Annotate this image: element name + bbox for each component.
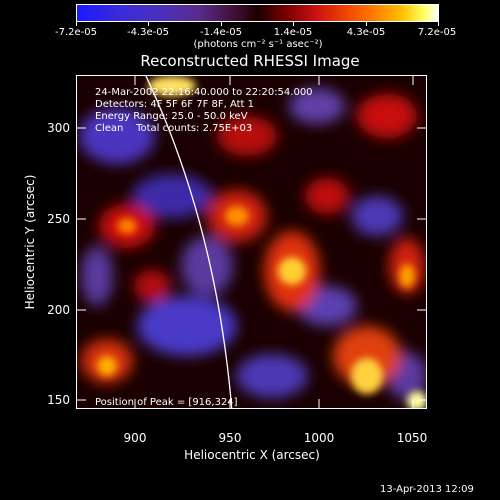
colorbar [76, 4, 439, 22]
colorbar-units: (photons cm⁻² s⁻¹ asec⁻²) [193, 39, 323, 50]
rhessi-image-panel [76, 75, 427, 409]
time-range-label: 24-Mar-2002 22:16:40.000 to 22:20:54.000 [95, 87, 313, 98]
y-tick-label: 250 [47, 212, 70, 226]
method-counts-label: Clean Total counts: 2.75E+03 [95, 123, 253, 134]
colorbar-tick-marks [76, 4, 439, 26]
detectors-label: Detectors: 4F 5F 6F 7F 8F, Att 1 [95, 99, 255, 110]
x-axis-label: Heliocentric X (arcsec) [184, 448, 320, 462]
colorbar-tick-label: -7.2e-05 [55, 27, 97, 38]
timestamp-footer: 13-Apr-2013 12:09 [380, 484, 474, 495]
y-tick-label: 200 [47, 303, 70, 317]
image-title: Reconstructed RHESSI Image [140, 52, 360, 70]
colorbar-tick-label: 1.4e-05 [273, 27, 313, 38]
x-tick-label: 1050 [396, 431, 428, 445]
y-axis-label: Heliocentric Y (arcsec) [23, 174, 37, 310]
x-tick-label: 1000 [303, 431, 335, 445]
y-tick-label: 300 [47, 121, 70, 135]
colorbar-tick-label: -4.3e-05 [127, 27, 169, 38]
x-tick-label: 950 [218, 431, 242, 445]
peak-position-label: Position of Peak = [916,324] [95, 397, 238, 408]
colorbar-tick-label: -1.4e-05 [200, 27, 242, 38]
rhessi-flux-map [77, 76, 426, 408]
colorbar-tick-label: 4.3e-05 [346, 27, 386, 38]
y-tick-label: 150 [47, 393, 70, 407]
energy-range-label: Energy Range: 25.0 - 50.0 keV [95, 111, 248, 122]
colorbar-tick-label: 7.2e-05 [417, 27, 457, 38]
x-tick-label: 900 [123, 431, 147, 445]
